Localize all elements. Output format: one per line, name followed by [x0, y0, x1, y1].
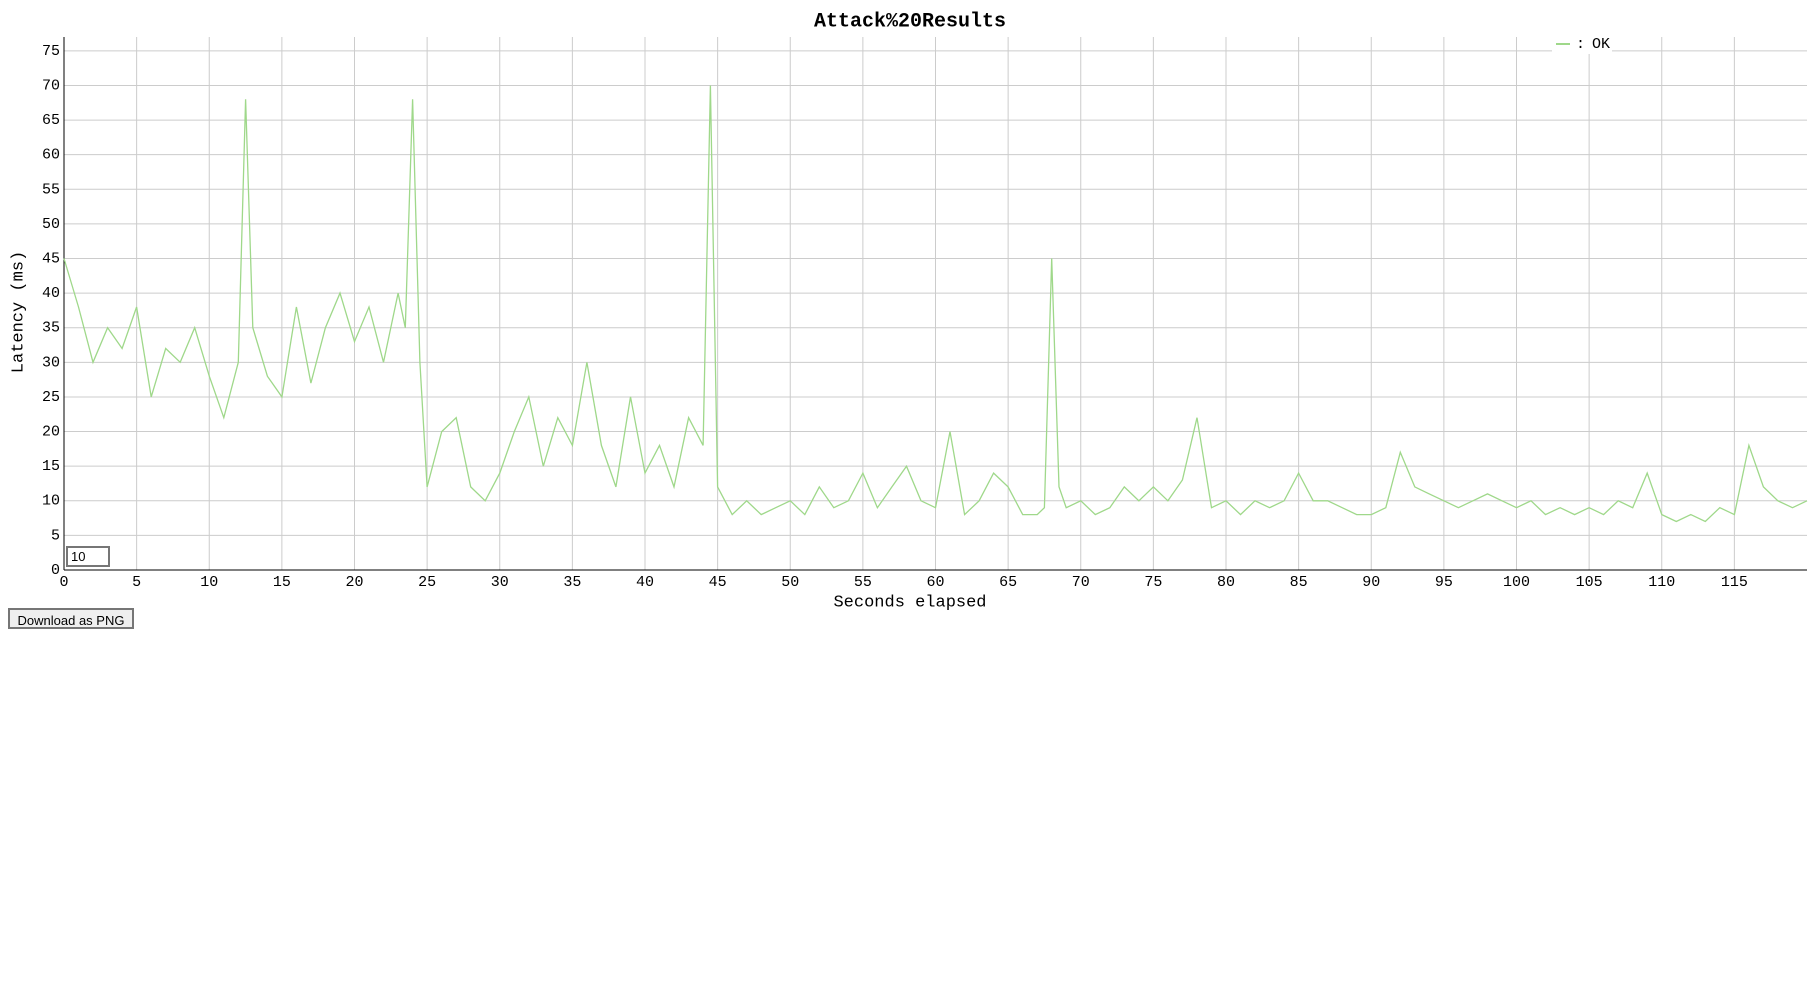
x-tick-label: 100 [1503, 574, 1530, 591]
legend-separator: : [1576, 36, 1585, 53]
x-tick-label: 25 [418, 574, 436, 591]
x-tick-label: 50 [781, 574, 799, 591]
chart-title: Attack%20Results [814, 10, 1006, 33]
legend-label: OK [1592, 36, 1610, 53]
x-tick-label: 105 [1576, 574, 1603, 591]
y-tick-label: 25 [42, 389, 60, 406]
x-tick-label: 95 [1435, 574, 1453, 591]
series-line [63, 85, 1808, 523]
x-tick-label: 75 [1144, 574, 1162, 591]
y-tick-label: 60 [42, 147, 60, 164]
x-tick-label: 55 [854, 574, 872, 591]
x-tick-label: 80 [1217, 574, 1235, 591]
x-tick-label: 10 [200, 574, 218, 591]
x-tick-label: 70 [1072, 574, 1090, 591]
legend-background [1552, 34, 1612, 54]
x-tick-label: 20 [345, 574, 363, 591]
x-tick-label: 85 [1290, 574, 1308, 591]
y-tick-label: 35 [42, 320, 60, 337]
x-tick-label: 90 [1362, 574, 1380, 591]
x-tick-label: 40 [636, 574, 654, 591]
y-tick-label: 70 [42, 77, 60, 94]
y-tick-label: 0 [51, 562, 60, 579]
roll-period-input[interactable]: 10 [66, 546, 110, 567]
y-tick-label: 15 [42, 458, 60, 475]
y-tick-label: 5 [51, 527, 60, 544]
x-tick-label: 0 [59, 574, 68, 591]
x-tick-label: 45 [709, 574, 727, 591]
x-tick-label: 110 [1648, 574, 1675, 591]
y-tick-label: 30 [42, 354, 60, 371]
x-axis-label: Seconds elapsed [833, 593, 986, 612]
y-tick-label: 65 [42, 112, 60, 129]
x-tick-label: 35 [563, 574, 581, 591]
x-tick-label: 115 [1721, 574, 1748, 591]
x-tick-label: 60 [926, 574, 944, 591]
y-tick-label: 20 [42, 424, 60, 441]
y-axis-label: Latency (ms) [9, 251, 28, 373]
x-tick-label: 30 [491, 574, 509, 591]
y-tick-label: 55 [42, 181, 60, 198]
download-button[interactable]: Download as PNG [8, 608, 134, 629]
y-tick-label: 75 [42, 43, 60, 60]
y-tick-label: 45 [42, 250, 60, 267]
chart: Attack%20Results Seconds elapsed Latency… [9, 10, 1808, 612]
y-tick-label: 50 [42, 216, 60, 233]
x-tick-label: 5 [132, 574, 141, 591]
y-tick-label: 40 [42, 285, 60, 302]
y-tick-label: 10 [42, 493, 60, 510]
x-tick-label: 15 [273, 574, 291, 591]
x-tick-label: 65 [999, 574, 1017, 591]
